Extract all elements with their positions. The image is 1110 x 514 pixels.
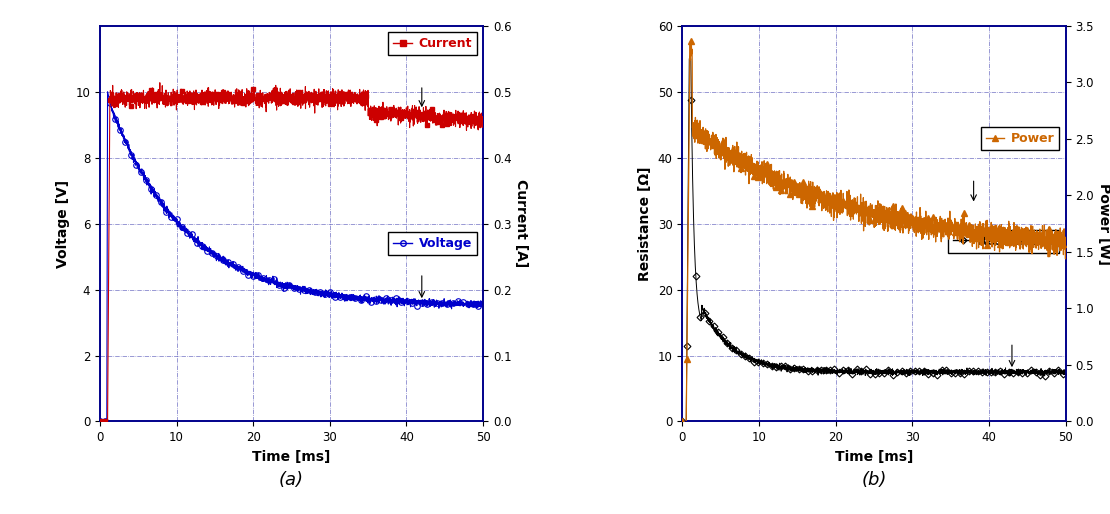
Legend: Resistance: Resistance <box>948 230 1059 253</box>
Y-axis label: Voltage [V]: Voltage [V] <box>56 179 70 268</box>
Text: (a): (a) <box>279 471 304 489</box>
Y-axis label: Resistance [Ω]: Resistance [Ω] <box>638 167 653 281</box>
Y-axis label: Power [W]: Power [W] <box>1097 182 1110 265</box>
Y-axis label: Current [A]: Current [A] <box>514 179 528 268</box>
X-axis label: Time [ms]: Time [ms] <box>835 450 914 464</box>
X-axis label: Time [ms]: Time [ms] <box>252 450 331 464</box>
Text: (b): (b) <box>861 471 887 489</box>
Legend: Voltage: Voltage <box>388 232 477 255</box>
